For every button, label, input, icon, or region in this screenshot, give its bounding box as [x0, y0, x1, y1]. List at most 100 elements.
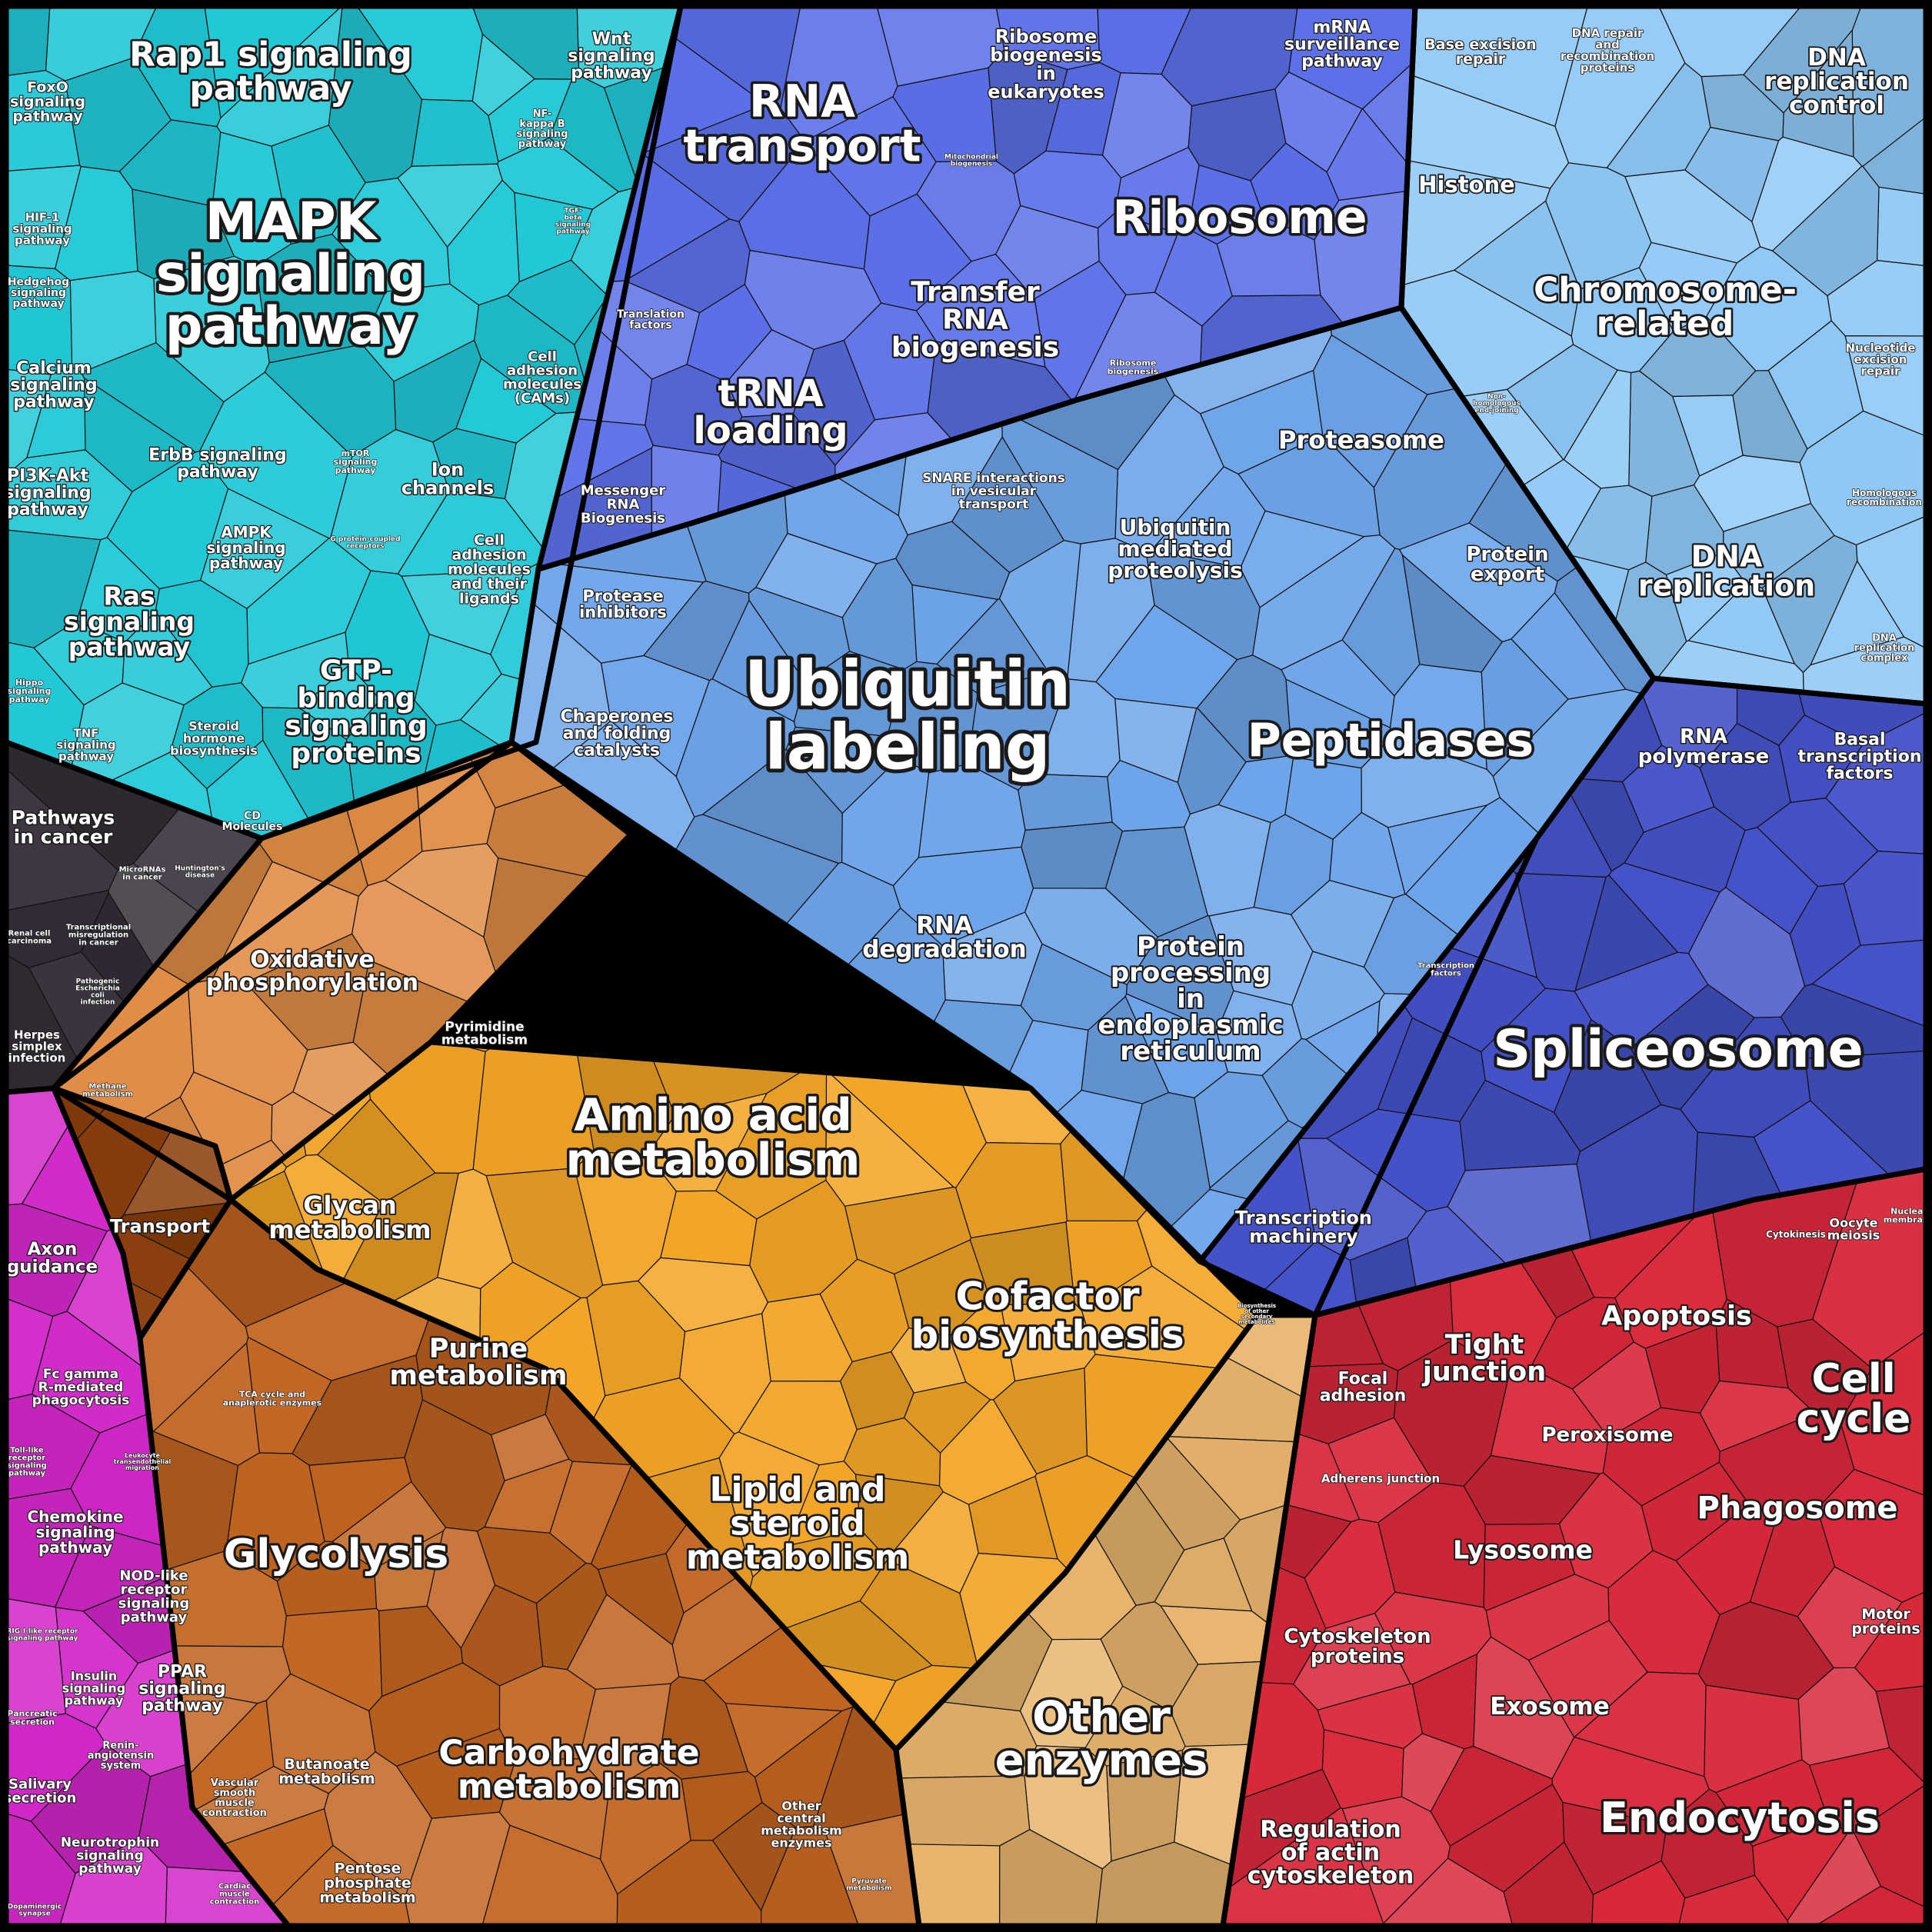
protein-processing-label: Ubiquitin labeling	[744, 648, 1071, 784]
label-line: Transfer	[911, 277, 1040, 308]
cancer-label: Renal cell carcinoma	[7, 930, 52, 946]
immune-label: RIG-I-like receptor signaling pathway	[7, 1628, 79, 1643]
immune-label: PPAR signaling pathway	[138, 1663, 225, 1716]
label-line: related	[1597, 304, 1734, 343]
label-line: degradation	[862, 935, 1027, 963]
label-line: RNA	[607, 496, 640, 512]
label-line: Ubiquitin	[1120, 515, 1231, 540]
immune-label: Cardiac muscle contraction	[210, 1883, 260, 1907]
replication-label: Base excision repair	[1424, 36, 1536, 68]
cellular-processes-label: Phagosome	[1697, 1491, 1898, 1526]
label-line: Pathways	[12, 806, 115, 828]
label-line: proteins	[1311, 1645, 1404, 1668]
label-line: NF-	[533, 108, 552, 120]
label-line: Pyrimidine	[445, 1020, 524, 1035]
translation-label: tRNA loading	[693, 372, 848, 452]
carbohydrate-label: Pyruvate metabolism	[846, 1878, 891, 1893]
label-line: Exosome	[1490, 1693, 1610, 1720]
label-line: signaling	[156, 244, 425, 305]
carbohydrate-label: Other central metabolism enzymes	[761, 1799, 842, 1850]
label-line: Ras	[103, 581, 155, 611]
oxidative-cell	[483, 857, 591, 975]
label-line: Pyruvate	[851, 1878, 887, 1886]
carbohydrate-cell	[281, 1607, 383, 1712]
label-line: in cancer	[78, 939, 118, 948]
carbohydrate-label: TCA cycle and anaplerotic enzymes	[223, 1389, 322, 1407]
label-line: Protein	[1137, 931, 1244, 962]
label-line: signaling	[138, 1680, 225, 1699]
label-line: metabolism	[319, 1890, 415, 1907]
signaling-label: AMPK signaling pathway	[206, 523, 285, 572]
spliceosome-label: Basal transcription factors	[1798, 731, 1922, 784]
label-line: signaling pathway	[7, 1635, 78, 1643]
label-line: metabolism	[458, 1767, 681, 1806]
amino-acid-cell	[903, 1381, 991, 1454]
translation-label: Ribosome	[1112, 191, 1367, 245]
spliceosome-cell	[1514, 872, 1607, 992]
translation-cell	[718, 413, 836, 490]
label-line: in	[1036, 62, 1055, 84]
label-line: ligands	[459, 591, 519, 608]
amino-acid-cell	[637, 1257, 768, 1332]
label-line: metabolism	[566, 1133, 861, 1185]
signaling-cell	[122, 611, 213, 706]
label-line: replication	[1764, 68, 1909, 95]
label-line: recombination	[1847, 497, 1922, 508]
signaling-label: GTP-binding signaling proteins	[285, 655, 428, 770]
label-line: receptor	[8, 1454, 45, 1463]
label-line: biosynthesis	[170, 744, 258, 758]
label-line: inhibitors	[579, 603, 667, 621]
label-line: Mitochondrial	[944, 154, 998, 162]
cancer-label: Herpes simplex infection	[8, 1028, 66, 1064]
label-line: Ribosome	[995, 25, 1097, 47]
replication-label: Homologous recombination	[1847, 488, 1922, 508]
label-line: Toll-like	[10, 1447, 44, 1455]
amino-acid-cell	[938, 1399, 1038, 1505]
label-line: factors	[629, 319, 671, 331]
cellular-processes-cell	[1715, 1759, 1829, 1847]
label-line: repair	[1861, 364, 1901, 378]
cancer-label: Pathogenic Escherichia coli infection	[75, 978, 120, 1007]
label-line: Wnt	[592, 30, 631, 49]
carbohydrate-cell	[599, 1761, 691, 1895]
cellular-processes-label: Exosome	[1490, 1693, 1610, 1720]
label-line: pathway	[142, 1697, 223, 1716]
label-line: G protein-coupled	[330, 536, 400, 544]
amino-acid-cell	[893, 1239, 991, 1337]
replication-label: Chromosome-related	[1534, 270, 1797, 343]
label-line: Pathogenic	[76, 978, 120, 986]
label-line: recombination	[1561, 49, 1654, 63]
label-line: secretion	[10, 1717, 55, 1727]
cellular-processes-label: Cytoskeleton proteins	[1284, 1625, 1431, 1668]
cellular-processes-cell	[1529, 1297, 1634, 1390]
label-line: biogenesis	[891, 332, 1059, 364]
protein-processing-cell	[1145, 549, 1261, 661]
spliceosome-label: RNA polymerase	[1638, 725, 1770, 768]
protein-processing-cell	[846, 907, 946, 1024]
label-line: Motor	[1861, 1606, 1910, 1623]
cellular-processes-label: Peroxisome	[1541, 1424, 1673, 1447]
replication-label: Nucleotide excision repair	[1846, 341, 1916, 378]
immune-label: NOD-like receptor signaling pathway	[118, 1567, 190, 1625]
label-line: MAPK	[205, 192, 378, 252]
label-line: pathway	[15, 233, 70, 247]
signaling-label: Hippo signaling pathway	[8, 678, 52, 705]
label-line: biosynthesis	[911, 1313, 1184, 1357]
label-line: transport	[959, 497, 1029, 512]
signaling-label: Ion channels	[401, 458, 494, 498]
label-line: Pentose	[335, 1860, 401, 1877]
label-line: signaling	[206, 538, 285, 557]
cellular-processes-cell	[1317, 1683, 1424, 1749]
amino-acid-cell	[749, 1179, 858, 1303]
translation-label: Ribosome biogenesis in eukaryotes	[988, 25, 1104, 102]
label-line: signaling	[64, 607, 195, 637]
label-line: coli	[91, 992, 105, 1000]
protein-processing-cell	[1001, 418, 1119, 545]
signaling-label: G protein-coupled receptors	[330, 536, 400, 551]
label-line: Vascular	[211, 1777, 259, 1789]
label-line: metabolism	[268, 1215, 431, 1244]
label-line: muscle	[215, 1797, 255, 1809]
label-line: adhesion	[451, 547, 526, 564]
label-line: proteins	[291, 738, 421, 770]
